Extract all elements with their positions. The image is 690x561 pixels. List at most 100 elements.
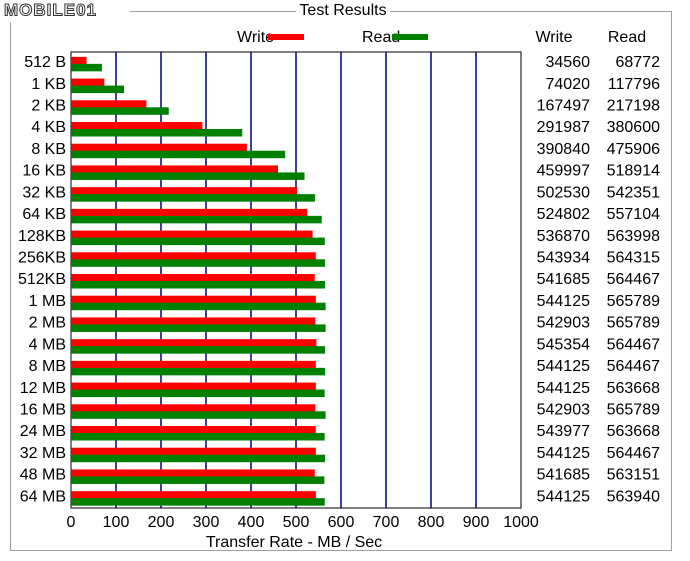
- value-label: 291987: [537, 119, 590, 136]
- value-label: 542903: [537, 315, 590, 332]
- value-label: 541685: [537, 467, 590, 484]
- value-label: 563998: [607, 228, 660, 245]
- value-label: 475906: [607, 141, 660, 158]
- bar: [71, 281, 326, 289]
- bar: [71, 454, 326, 463]
- value-label: 541685: [537, 271, 590, 288]
- value-label: 524802: [537, 206, 590, 223]
- value-label: 167497: [537, 98, 590, 115]
- value-label: 74020: [546, 76, 591, 93]
- bar: [71, 476, 325, 484]
- bar: [71, 143, 247, 152]
- value-label: 565789: [607, 402, 660, 419]
- y-tick-label: 1 KB: [31, 76, 66, 93]
- bar: [71, 339, 317, 347]
- bar: [71, 447, 316, 456]
- value-label: 117796: [608, 76, 660, 93]
- x-tick-label: 600: [328, 514, 355, 531]
- bar: [71, 85, 125, 94]
- y-tick-label: 512KB: [18, 271, 66, 288]
- x-tick-label: 800: [418, 514, 445, 531]
- bar: [71, 237, 325, 246]
- value-label: 217198: [607, 98, 660, 115]
- value-label: 565789: [607, 293, 660, 310]
- value-label: 563151: [607, 467, 660, 484]
- logo-bg: [0, 0, 130, 22]
- legend-swatch: [268, 34, 304, 40]
- y-tick-label: 24 MB: [20, 423, 66, 440]
- bar: [71, 317, 316, 325]
- bar: [71, 122, 203, 130]
- value-label: 563668: [607, 380, 660, 397]
- bar: [71, 469, 315, 477]
- value-label: 543977: [537, 423, 590, 440]
- bar: [71, 404, 316, 412]
- value-label: 557104: [607, 206, 660, 223]
- bar: [71, 252, 316, 260]
- bar: [71, 194, 316, 202]
- x-tick-label: 400: [238, 514, 265, 531]
- bar: [71, 367, 326, 376]
- value-label: 544125: [537, 293, 590, 310]
- value-label: 542351: [607, 184, 660, 201]
- y-tick-label: 512 B: [24, 54, 66, 71]
- y-tick-label: 16 KB: [22, 163, 66, 180]
- value-label: 564315: [607, 250, 660, 267]
- bar: [71, 389, 325, 398]
- value-label: 459997: [537, 163, 590, 180]
- y-tick-label: 2 KB: [31, 98, 66, 115]
- bar: [71, 107, 169, 115]
- y-tick-label: 128KB: [18, 228, 66, 245]
- y-tick-label: 256KB: [18, 250, 66, 267]
- y-tick-label: 4 KB: [31, 119, 66, 136]
- x-tick-label: 900: [463, 514, 490, 531]
- value-label: 390840: [537, 141, 590, 158]
- value-label: 543934: [537, 250, 590, 267]
- value-label: 68772: [616, 54, 661, 71]
- value-label: 544125: [537, 445, 590, 462]
- legend-swatch: [392, 34, 428, 40]
- bar: [71, 187, 298, 195]
- title-bg: [296, 2, 390, 20]
- bar: [71, 426, 316, 434]
- value-label: 536870: [537, 228, 590, 245]
- bar: [71, 215, 322, 224]
- value-label: 518914: [607, 163, 660, 180]
- column-header: Read: [608, 29, 646, 46]
- y-tick-label: 4 MB: [29, 336, 66, 353]
- value-label: 565789: [607, 315, 660, 332]
- value-label: 564467: [607, 358, 660, 375]
- y-tick-label: 16 MB: [20, 402, 66, 419]
- x-tick-label: 1000: [503, 514, 539, 531]
- y-tick-label: 8 KB: [31, 141, 66, 158]
- bar: [71, 78, 105, 87]
- bar: [71, 433, 325, 441]
- x-tick-label: 0: [67, 514, 76, 531]
- legend-label: Write: [237, 29, 274, 46]
- value-label: 564467: [607, 336, 660, 353]
- bar: [71, 324, 326, 332]
- bar: [71, 150, 286, 159]
- bar: [71, 382, 316, 391]
- bar: [71, 230, 313, 239]
- value-label: 380600: [607, 119, 660, 136]
- bar: [71, 498, 325, 506]
- x-tick-label: 200: [148, 514, 175, 531]
- bar: [71, 491, 316, 499]
- x-tick-label: 100: [103, 514, 130, 531]
- bar: [71, 302, 326, 311]
- value-label: 544125: [537, 380, 590, 397]
- legend-label: Read: [362, 29, 400, 46]
- value-label: 544125: [537, 488, 590, 505]
- y-tick-label: 8 MB: [29, 358, 66, 375]
- value-label: 564467: [607, 271, 660, 288]
- x-tick-label: 300: [193, 514, 220, 531]
- bar: [71, 346, 326, 354]
- value-label: 564467: [607, 445, 660, 462]
- y-tick-label: 1 MB: [29, 293, 66, 310]
- y-tick-label: 32 KB: [22, 184, 66, 201]
- bar: [71, 165, 278, 173]
- bar: [71, 360, 316, 369]
